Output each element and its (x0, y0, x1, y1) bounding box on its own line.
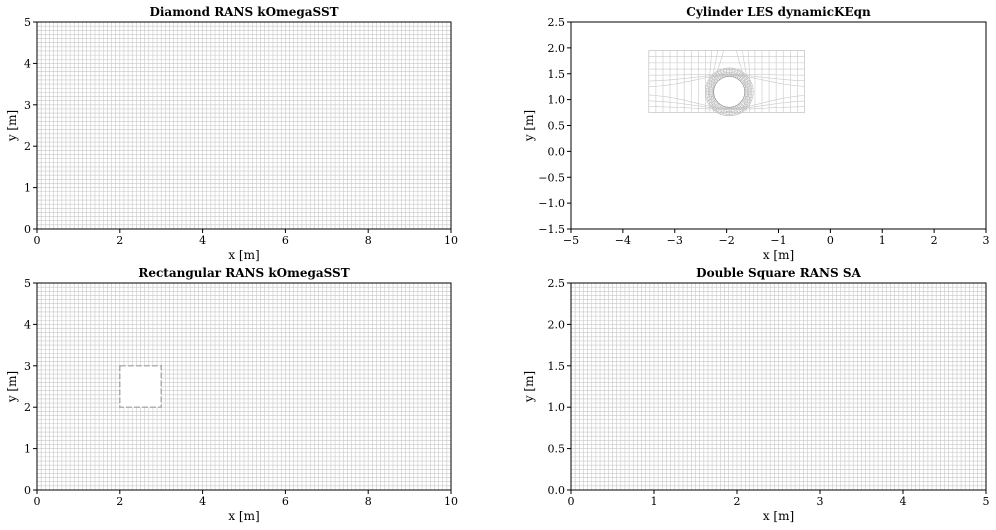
y-axis-label: y [m] (5, 110, 19, 142)
x-tick-label: 2 (116, 234, 123, 247)
chart-title: Rectangular RANS kOmegaSST (138, 266, 349, 280)
obstacle-hole (119, 365, 162, 408)
x-tick-label: 2 (734, 495, 741, 508)
x-tick-label: 3 (817, 495, 824, 508)
y-tick-label: 4 (24, 57, 31, 70)
y-tick-label: 1 (24, 443, 31, 456)
chart-panel-3: 0 2 4 6 8 10 0 1 2 3 4 5 Rectangular RANS kOmegaSST x… (5, 266, 458, 523)
y-tick-label: 3 (24, 99, 31, 112)
y-axis-label: y [m] (522, 371, 536, 403)
mesh-lines (37, 283, 451, 490)
y-tick-label: 0 (24, 223, 31, 236)
x-tick-label: −2 (719, 234, 735, 247)
x-tick-label: 6 (282, 234, 289, 247)
x-axis-label: x [m] (228, 248, 259, 262)
chart-panel-2: −5 −4 −3 −2 −1 0 1 2 3 −1.5 −1.0 −0.5 0.0 0.5 1.0 1.5 2.… (522, 5, 990, 262)
y-tick-label: 2.0 (548, 42, 566, 55)
y-tick-label: 0.0 (548, 484, 566, 497)
axes-frame (36, 21, 452, 230)
y-tick-label: 2.5 (548, 16, 566, 29)
y-tick-label: 1.5 (548, 360, 566, 373)
mesh-y-lines (571, 286, 986, 487)
x-tick-label: 0 (34, 495, 41, 508)
y-tick-label: −0.5 (538, 171, 565, 184)
y-tick-label: 2 (24, 401, 31, 414)
x-axis-label: x [m] (763, 248, 794, 262)
y-tick-label: 2 (24, 140, 31, 153)
axes-frame (36, 282, 452, 491)
x-tick-label: 4 (199, 495, 206, 508)
x-tick-label: 4 (900, 495, 907, 508)
x-tick-label: 5 (983, 495, 990, 508)
x-tick-label: −3 (667, 234, 683, 247)
x-tick-label: 2 (931, 234, 938, 247)
x-tick-label: 10 (444, 495, 458, 508)
x-axis-label: x [m] (763, 509, 794, 523)
y-tick-label: 0.5 (548, 443, 566, 456)
obstacle-outline (119, 365, 162, 408)
y-tick-label: 3 (24, 360, 31, 373)
chart-panel-4: 0 1 2 3 4 5 0.0 0.5 1.0 1.5 2.0 2.5 Double Square RA… (522, 266, 990, 523)
y-tick-label: 2.0 (548, 318, 566, 331)
chart-title: Diamond RANS kOmegaSST (149, 5, 338, 19)
y-tick-label: 1.0 (548, 401, 566, 414)
x-tick-label: 2 (116, 495, 123, 508)
chart-title: Double Square RANS SA (696, 266, 861, 280)
y-tick-label: 5 (24, 16, 31, 29)
chart-title: Cylinder LES dynamicKEqn (686, 5, 871, 19)
y-tick-label: 5 (24, 277, 31, 290)
y-axis-label: y [m] (5, 371, 19, 403)
axes-frame (570, 282, 987, 491)
x-tick-label: 8 (365, 234, 372, 247)
x-tick-label: −4 (615, 234, 631, 247)
y-tick-label: 0 (24, 484, 31, 497)
y-tick-label: 1 (24, 182, 31, 195)
y-tick-label: 0.5 (548, 120, 566, 133)
axes-frame (570, 21, 987, 230)
x-tick-label: 0 (568, 495, 575, 508)
y-tick-label: 4 (24, 318, 31, 331)
mesh-y-lines (37, 25, 451, 226)
x-tick-label: 10 (444, 234, 458, 247)
y-tick-label: 0.0 (548, 145, 566, 158)
mesh-lines (571, 283, 986, 490)
chart-panel-1: 0 2 4 6 8 10 0 1 2 3 4 5 Diamond RANS kOmegaSST x [m]… (5, 5, 458, 262)
x-tick-label: −1 (770, 234, 786, 247)
x-axis-label: x [m] (228, 509, 259, 523)
cylinder-obstacle (713, 75, 746, 108)
x-tick-label: 1 (651, 495, 658, 508)
y-tick-label: 1.5 (548, 68, 566, 81)
mesh-lines (37, 22, 451, 229)
x-tick-label: 3 (983, 234, 990, 247)
y-tick-label: −1.0 (538, 197, 565, 210)
x-tick-label: 6 (282, 495, 289, 508)
mesh-y-lines (37, 286, 451, 487)
x-tick-label: −5 (563, 234, 579, 247)
x-tick-label: 4 (199, 234, 206, 247)
y-axis-label: y [m] (522, 110, 536, 142)
y-tick-label: 2.5 (548, 277, 566, 290)
x-tick-label: 8 (365, 495, 372, 508)
y-tick-label: −1.5 (538, 223, 565, 236)
y-tick-label: 1.0 (548, 94, 566, 107)
x-tick-label: 0 (827, 234, 834, 247)
x-tick-label: 0 (34, 234, 41, 247)
mesh-lines (648, 50, 805, 117)
mesh-o-grid (704, 67, 754, 117)
x-tick-label: 1 (879, 234, 886, 247)
